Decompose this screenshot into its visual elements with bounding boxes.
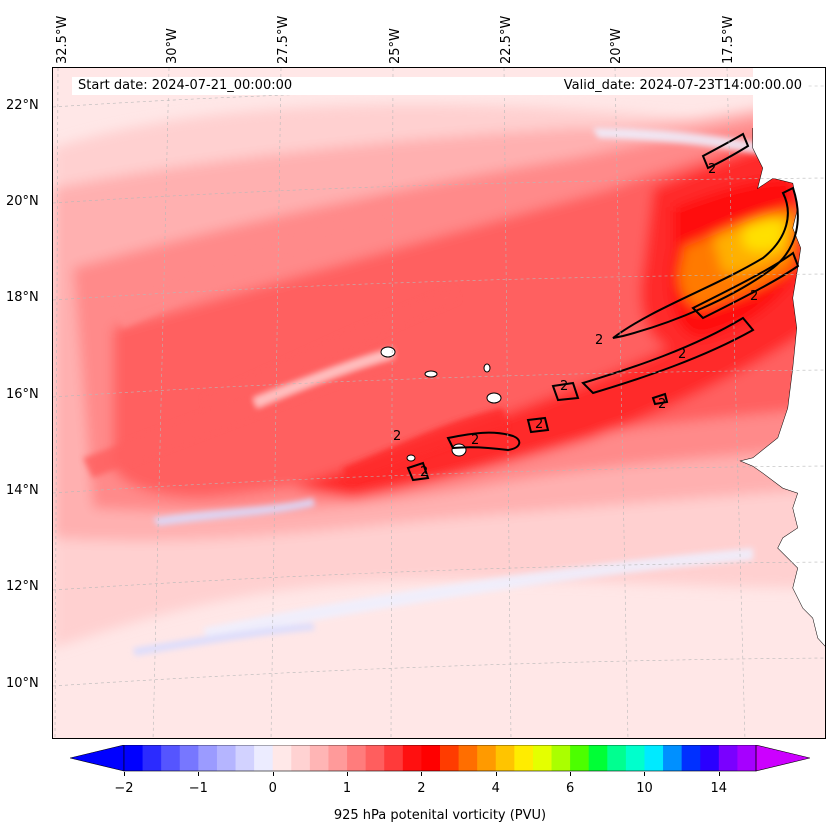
colorbar-swatch — [384, 745, 404, 771]
colorbar-tick-label: 10 — [636, 781, 653, 796]
colorbar-extend-low — [69, 744, 125, 772]
colorbar-tick-mark — [347, 772, 349, 776]
pv-contours — [406, 132, 800, 482]
colorbar-tick-mark — [421, 772, 423, 776]
colorbar-swatch — [700, 745, 720, 771]
contour-labels: 2 2 2 2 2 2 2 2 2 2 — [393, 162, 758, 480]
pv-field-map: 2 2 2 2 2 2 2 2 2 2 — [53, 68, 825, 738]
colorbar-tick-mark — [124, 772, 125, 776]
colorbar-tick-label: 2 — [417, 781, 426, 796]
colorbar-swatch — [644, 745, 664, 771]
lat-label: 10°N — [6, 676, 39, 691]
colorbar-tick-mark — [718, 772, 720, 776]
lat-label: 14°N — [6, 483, 39, 498]
colorbar-swatch — [607, 745, 627, 771]
colorbar-tick-mark — [272, 772, 274, 776]
colorbar-swatch — [514, 745, 534, 771]
svg-text:2: 2 — [560, 379, 568, 394]
colorbar-swatch — [272, 745, 292, 771]
colorbar-swatch — [458, 745, 478, 771]
lon-label: 30°W — [165, 28, 180, 64]
colorbar-tick-mark — [644, 772, 646, 776]
colorbar — [69, 744, 811, 775]
lon-label: 17.5°W — [721, 15, 736, 64]
colorbar-swatch — [291, 745, 311, 771]
svg-text:2: 2 — [595, 333, 603, 348]
colorbar-tick-mark — [570, 772, 572, 776]
colorbar-swatch — [328, 745, 348, 771]
colorbar-swatch — [402, 745, 422, 771]
colorbar-tick-label: −2 — [114, 781, 134, 796]
colorbar-border — [123, 744, 757, 772]
colorbar-swatch — [198, 745, 218, 771]
colorbar-swatch — [365, 745, 385, 771]
colorbar-swatch — [421, 745, 441, 771]
colorbar-scale — [69, 744, 811, 772]
svg-text:2: 2 — [658, 397, 666, 412]
svg-text:2: 2 — [420, 465, 428, 480]
colorbar-swatch — [663, 745, 683, 771]
colorbar-swatch — [737, 745, 757, 771]
colorbar-swatch — [161, 745, 181, 771]
lon-label: 32.5°W — [55, 15, 70, 64]
colorbar-swatch — [570, 745, 590, 771]
colorbar-swatch — [235, 745, 255, 771]
colorbar-tick-label: −1 — [188, 781, 208, 796]
colorbar-swatch — [124, 745, 144, 771]
lon-label: 22.5°W — [499, 15, 514, 64]
lat-label: 18°N — [6, 290, 39, 305]
colorbar-label: 925 hPa potenital vorticity (PVU) — [333, 808, 547, 823]
svg-text:2: 2 — [708, 162, 716, 177]
start-date: Start date: 2024-07-21_00:00:00 — [78, 78, 293, 93]
colorbar-tick-mark — [495, 772, 497, 776]
colorbar-swatch — [142, 745, 162, 771]
colorbar-tick-label: 1 — [342, 781, 352, 796]
lat-label: 22°N — [6, 98, 39, 113]
colorbar-swatch — [254, 745, 274, 771]
colorbar-tick-label: 14 — [710, 781, 728, 796]
colorbar-swatch — [718, 745, 738, 771]
lat-label: 12°N — [6, 579, 39, 594]
colorbar-swatch — [495, 745, 515, 771]
colorbar-swatch — [347, 745, 367, 771]
svg-text:2: 2 — [535, 417, 543, 432]
colorbar-swatch — [309, 745, 329, 771]
svg-text:2: 2 — [471, 433, 479, 448]
lon-label: 27.5°W — [276, 15, 291, 64]
colorbar-swatch — [440, 745, 460, 771]
colorbar-tick-label: 6 — [565, 781, 575, 796]
lon-label: 20°W — [609, 28, 624, 64]
colorbar-tick-mark — [198, 772, 200, 776]
colorbar-swatch — [532, 745, 553, 771]
colorbar-swatch — [588, 745, 608, 771]
graticule — [53, 68, 825, 738]
svg-text:2: 2 — [750, 289, 758, 304]
svg-text:2: 2 — [678, 347, 686, 362]
colorbar-tick-label: 0 — [268, 781, 277, 796]
colorbar-swatch — [625, 745, 645, 771]
pv-field-shading — [53, 98, 825, 648]
valid-date: Valid_date: 2024-07-23T14:00:00.00 — [563, 78, 802, 93]
colorbar-swatch — [179, 745, 199, 771]
svg-text:2: 2 — [393, 429, 401, 444]
colorbar-swatch — [216, 745, 237, 771]
colorbar-tick-label: 4 — [491, 781, 500, 796]
lon-label: 25°W — [388, 28, 403, 64]
lat-label: 20°N — [6, 194, 39, 209]
colorbar-swatch — [551, 745, 571, 771]
colorbar-extend-high — [755, 744, 811, 772]
land-fill — [741, 68, 825, 646]
colorbar-swatch — [681, 745, 701, 771]
date-info-bar: Start date: 2024-07-21_00:00:00 Valid_da… — [72, 77, 808, 95]
map-panel[interactable]: 2 2 2 2 2 2 2 2 2 2 — [52, 67, 826, 739]
lat-label: 16°N — [6, 387, 39, 402]
colorbar-swatch — [477, 745, 497, 771]
pv-streaks — [83, 128, 825, 656]
